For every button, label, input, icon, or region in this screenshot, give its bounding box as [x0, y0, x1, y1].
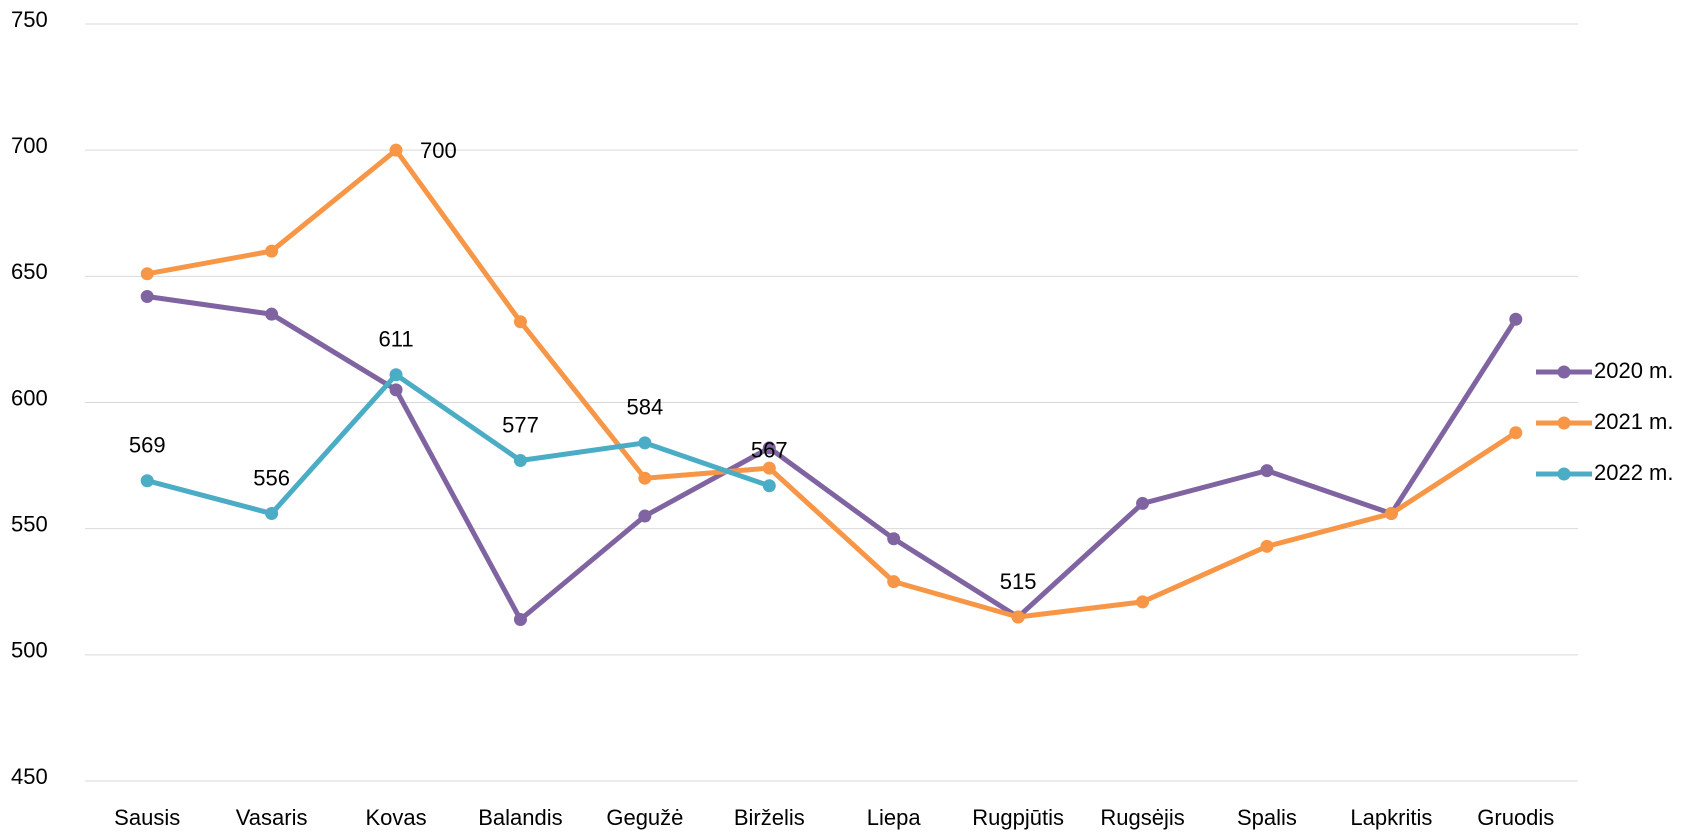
- data-point: [140, 290, 154, 304]
- data-point: [1260, 539, 1274, 553]
- data-point: [265, 307, 279, 321]
- data-point: [1509, 426, 1523, 440]
- x-tick-label: Gruodis: [1477, 805, 1554, 830]
- series-line: [146, 372, 771, 517]
- data-point: [638, 471, 652, 485]
- series-line: [146, 294, 1518, 623]
- data-label: 556: [253, 465, 290, 490]
- x-tick-label: Rugpjūtis: [972, 805, 1064, 830]
- data-point: [140, 267, 154, 281]
- legend-marker: [1557, 416, 1571, 430]
- data-label: 584: [627, 395, 664, 420]
- data-point: [638, 509, 652, 523]
- x-tick-label: Liepa: [867, 805, 922, 830]
- data-point: [389, 143, 403, 157]
- data-point: [1136, 496, 1150, 510]
- data-point: [513, 454, 527, 468]
- y-tick-label: 500: [11, 638, 48, 663]
- x-tick-label: Gegužė: [606, 805, 683, 830]
- y-tick-label: 600: [11, 385, 48, 410]
- data-point: [1509, 312, 1523, 326]
- data-point: [887, 532, 901, 546]
- x-tick-label: Kovas: [365, 805, 426, 830]
- data-point: [389, 383, 403, 397]
- data-label: 515: [1000, 569, 1037, 594]
- data-label: 700: [420, 138, 457, 163]
- legend-label: 2020 m.: [1594, 358, 1674, 383]
- data-point: [762, 461, 776, 475]
- legend-marker: [1557, 467, 1571, 481]
- y-tick-label: 550: [11, 511, 48, 536]
- data-point: [1011, 610, 1025, 624]
- data-label: 611: [379, 327, 414, 352]
- data-point: [265, 244, 279, 258]
- data-point: [140, 474, 154, 488]
- data-point: [265, 507, 279, 521]
- data-label: 569: [129, 433, 166, 458]
- data-point: [762, 441, 776, 455]
- legend-marker: [1557, 365, 1571, 379]
- x-tick-label: Rugsėjis: [1100, 805, 1184, 830]
- legend-label: 2021 m.: [1594, 409, 1674, 434]
- y-tick-label: 700: [11, 133, 48, 158]
- data-point: [513, 315, 527, 329]
- series-line: [146, 147, 1518, 620]
- x-tick-label: Lapkritis: [1350, 805, 1432, 830]
- x-tick-label: Sausis: [114, 805, 180, 830]
- data-point: [389, 368, 403, 382]
- y-tick-label: 650: [11, 259, 48, 284]
- x-tick-label: Spalis: [1237, 805, 1297, 830]
- data-point: [1136, 595, 1150, 609]
- data-point: [887, 575, 901, 589]
- data-point: [513, 613, 527, 627]
- x-tick-label: Birželis: [734, 805, 805, 830]
- y-tick-label: 450: [11, 764, 48, 789]
- data-point: [762, 479, 776, 493]
- data-label: 567: [751, 438, 788, 463]
- data-label: 577: [502, 412, 539, 437]
- data-point: [638, 436, 652, 450]
- data-point: [1384, 507, 1398, 521]
- x-tick-label: Vasaris: [236, 805, 308, 830]
- data-point: [1260, 464, 1274, 478]
- y-tick-label: 750: [11, 7, 48, 32]
- x-tick-label: Balandis: [478, 805, 562, 830]
- legend-label: 2022 m.: [1594, 460, 1674, 485]
